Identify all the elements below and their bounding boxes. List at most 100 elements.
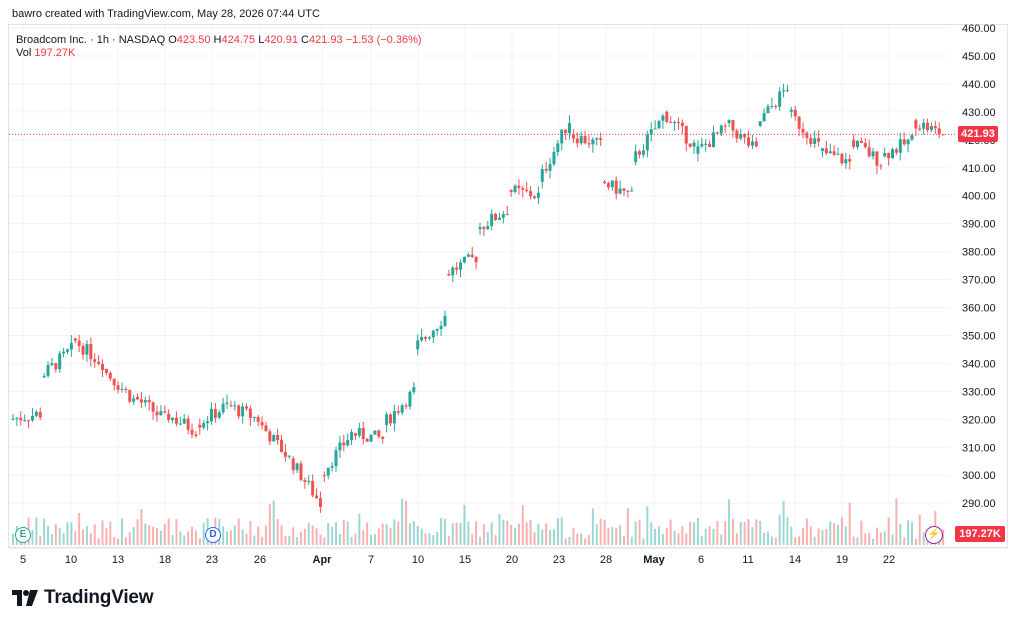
candle-body	[863, 142, 867, 148]
candle-body	[669, 122, 673, 124]
candle-body	[377, 430, 381, 437]
volume-bar	[883, 531, 886, 545]
tv-logo-icon	[12, 590, 38, 606]
volume-bar	[226, 531, 229, 545]
volume-bar	[891, 534, 894, 545]
candle-body	[124, 388, 128, 391]
volume-bar	[296, 537, 299, 545]
dividend-marker[interactable]: D	[205, 527, 221, 543]
volume-bar	[724, 521, 727, 545]
volume-bar	[70, 522, 73, 545]
candle-body	[396, 411, 400, 413]
x-tick-label: 14	[789, 554, 801, 566]
lightning-icon[interactable]: ⚡	[925, 526, 943, 544]
candle-body	[490, 213, 494, 227]
candle-body	[532, 196, 536, 198]
candle-body	[793, 109, 797, 117]
x-tick-label: 26	[254, 554, 266, 566]
volume-bar	[693, 522, 696, 545]
candle-body	[388, 414, 392, 424]
volume-bar	[922, 532, 925, 545]
volume-bar	[735, 533, 738, 545]
volume-bar	[335, 522, 338, 545]
candle-body	[517, 185, 521, 188]
volume-bar	[253, 535, 256, 545]
volume-bar	[187, 531, 190, 545]
candle-body	[334, 450, 338, 467]
volume-bar	[451, 523, 454, 545]
volume-bar	[307, 522, 310, 545]
candle-body	[209, 408, 213, 422]
volume-bar	[755, 519, 758, 545]
candle-body	[926, 122, 930, 131]
candle-body	[58, 353, 62, 370]
candle-body	[470, 254, 474, 257]
volume-bar	[619, 525, 622, 545]
candle-body	[731, 120, 735, 131]
candle-body	[891, 149, 895, 159]
candle-body	[186, 418, 190, 430]
volume-bar	[202, 522, 205, 545]
candle-body	[797, 116, 801, 129]
candle-body	[97, 361, 101, 365]
candle-body	[474, 256, 478, 263]
volume-bar	[222, 526, 225, 545]
volume-bar	[525, 522, 528, 545]
candle-body	[217, 412, 221, 418]
candle-body	[237, 405, 241, 417]
volume-bar	[720, 534, 723, 545]
candle-body	[400, 405, 404, 413]
volume-bar	[148, 525, 151, 545]
volume-bar	[350, 536, 353, 545]
volume-bar	[673, 530, 676, 545]
candle-body	[361, 427, 365, 440]
candle-body	[34, 412, 38, 416]
volume-bar	[685, 533, 688, 545]
volume-bar	[272, 500, 275, 545]
candle-body	[225, 402, 229, 404]
candle-body	[89, 343, 93, 360]
candle-body	[54, 363, 58, 370]
candle-body	[529, 191, 533, 197]
candle-body	[521, 187, 525, 190]
candle-body	[614, 180, 618, 194]
volume-bar	[393, 519, 396, 545]
earnings-marker[interactable]: E	[15, 527, 31, 543]
volume-bar	[385, 524, 388, 545]
candle-body	[941, 134, 945, 136]
candle-body	[894, 149, 898, 153]
volume-bar	[541, 529, 544, 545]
candle-body	[688, 143, 692, 147]
volume-bar	[747, 519, 750, 545]
candle-body	[69, 342, 73, 350]
volume-bar	[233, 525, 236, 545]
volume-bar	[514, 527, 517, 545]
candle-body	[536, 192, 540, 198]
legend-open: 423.50	[176, 34, 211, 46]
candle-body	[505, 214, 509, 216]
candle-body	[330, 466, 334, 468]
volume-bar	[759, 520, 762, 545]
volume-bar	[872, 538, 875, 545]
x-tick-label: 28	[600, 554, 612, 566]
volume-bar	[257, 526, 260, 545]
volume-bar	[576, 533, 579, 545]
candle-body	[770, 105, 774, 107]
volume-bar	[101, 520, 104, 545]
legend-symbol[interactable]: Broadcom Inc. · 1h · NASDAQ	[16, 34, 166, 46]
candle-body	[404, 405, 408, 407]
legend: Broadcom Inc. · 1h · NASDAQ O423.50 H424…	[16, 33, 422, 47]
candle-body	[346, 440, 350, 446]
candle-body	[700, 144, 704, 147]
candle-body	[326, 467, 330, 476]
volume-bar	[712, 528, 715, 545]
candle-body	[256, 416, 260, 422]
candle-body	[723, 125, 727, 127]
volume-bar	[155, 527, 158, 545]
candle-body	[855, 140, 859, 147]
volume-bar	[120, 518, 123, 545]
volume-bar	[587, 535, 590, 545]
volume-bar	[790, 526, 793, 545]
candle-body	[435, 329, 439, 331]
